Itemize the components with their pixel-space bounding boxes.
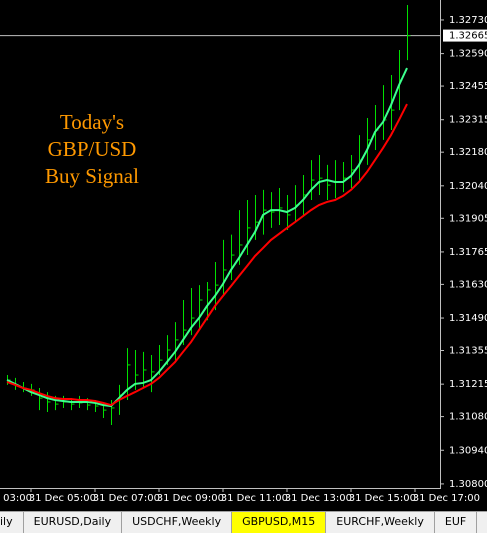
chart: 1.32730 1.32590 1.32455 1.32315 1.32180 1.320… [0,0,487,511]
y-tick-label: 1.32040 [449,181,487,192]
x-tick-label: 31 Dec 15:00 [349,493,416,504]
moving-average [6,103,408,407]
background [0,0,487,511]
y-tick-label: 1.31355 [449,345,487,356]
y-tick-label: 1.30800 [449,479,487,490]
tab[interactable]: ily [0,512,24,533]
y-tick-label: 1.32180 [449,147,487,158]
tab-bar: ily EURUSD,Daily USDCHF,Weekly GBPUSD,M15 EU… [0,511,487,533]
moving-average [6,67,408,408]
y-tick-label: 1.31215 [449,379,487,390]
y-tick-label: 1.31080 [449,412,487,423]
annotation: Today's [60,110,124,134]
x-tick-label: 31 Dec 09:00 [157,493,224,504]
current-price-box [443,29,487,42]
tab[interactable]: USDCHF,Weekly [122,512,233,533]
y-tick-label: 1.32315 [449,115,487,126]
tab[interactable]: EUF [435,512,478,533]
y-tick-label: 1.31630 [449,279,487,290]
y-tick-label: 1.32590 [449,49,487,60]
x-tick-label: 31 Dec 07:00 [93,493,160,504]
annotation: GBP/USD [48,137,137,161]
y-tick-label: 1.32455 [449,81,487,92]
x-tick-label: 31 Dec 05:00 [29,493,96,504]
x-tick-label: 31 Dec 11:00 [221,493,288,504]
plot-area [0,5,440,426]
y-tick-label: 1.31905 [449,213,487,224]
x-tick-label: 03:00 [3,493,32,504]
x-tick-label: 31 Dec 17:00 [413,493,480,504]
tab[interactable]: EURUSD,Daily [24,512,123,533]
y-tick-label: 1.30940 [449,445,487,456]
current-price-label: 1.32665 [449,31,487,42]
y-tick-label: 1.31765 [449,247,487,258]
y-tick-label: 1.32730 [449,15,487,26]
y-tick-label: 1.31490 [449,313,487,324]
tab[interactable]: EURCHF,Weekly [326,512,435,533]
annotation: Buy Signal [45,164,139,188]
x-tick-label: 31 Dec 13:00 [285,493,352,504]
tab[interactable]: GBPUSD,M15 [232,512,327,533]
